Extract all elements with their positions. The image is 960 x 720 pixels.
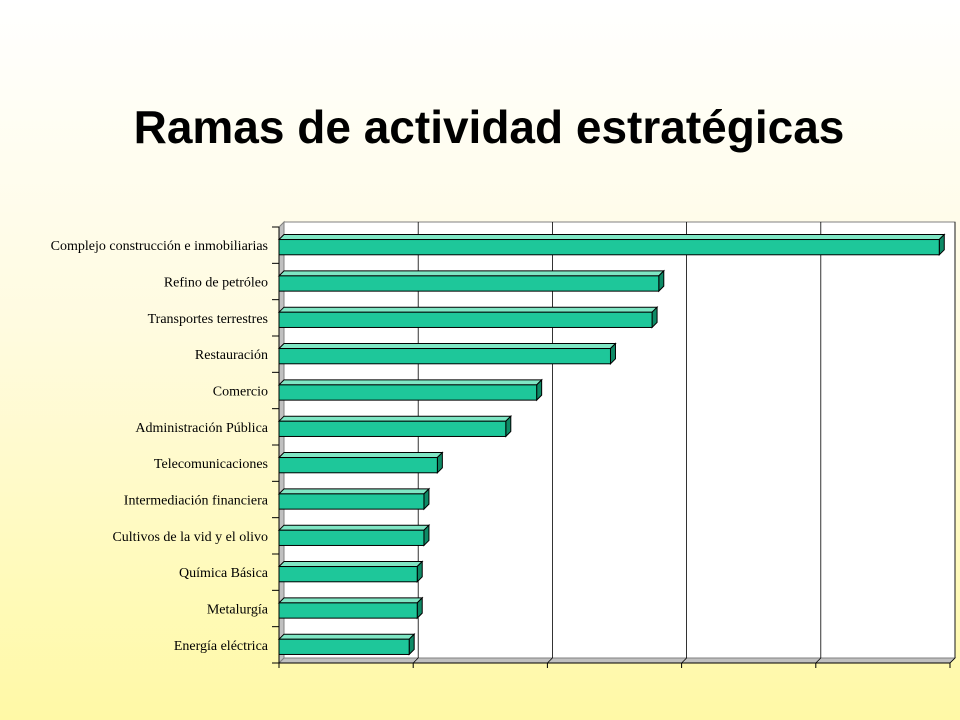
bar <box>278 457 438 474</box>
bar-top-face <box>277 633 416 640</box>
bar-top-face <box>277 343 617 350</box>
bar-top-face <box>277 597 424 604</box>
category-label: Intermediación financiera <box>124 494 269 509</box>
bar <box>278 638 410 655</box>
plot-floor <box>277 657 957 664</box>
slide-title: Ramas de actividad estratégicas <box>133 101 845 153</box>
bar <box>278 493 425 510</box>
category-label: Restauración <box>195 348 268 363</box>
bar-top-face <box>277 379 543 386</box>
category-label: Administración Pública <box>135 421 268 436</box>
bar <box>278 566 418 583</box>
bar-top-face <box>277 561 424 568</box>
gridline-floor <box>547 657 553 664</box>
bar <box>278 384 538 401</box>
bar <box>278 529 425 546</box>
gridline-floor <box>815 657 822 664</box>
category-label: Cultivos de la vid y el olivo <box>112 530 268 545</box>
category-label: Química Básica <box>179 566 269 581</box>
gridline-floor <box>949 657 956 664</box>
bar-top-face <box>277 524 431 531</box>
category-label: Refino de petróleo <box>164 276 268 291</box>
category-label: Metalurgía <box>207 603 269 618</box>
bar <box>278 311 653 328</box>
bar-top-face <box>277 306 659 313</box>
category-label: Complejo construcción e inmobiliarias <box>51 239 268 254</box>
bar-top-face <box>277 488 431 495</box>
bar <box>278 275 660 292</box>
bar-top-face <box>277 452 444 459</box>
category-label: Comercio <box>213 385 268 400</box>
bar <box>278 420 507 437</box>
category-label: Transportes terrestres <box>148 312 268 327</box>
bar-top-face <box>277 234 946 241</box>
bar <box>278 239 940 256</box>
bar <box>278 348 611 365</box>
category-label: Telecomunicaciones <box>154 457 268 472</box>
bar <box>278 602 418 619</box>
category-label: Energía eléctrica <box>174 639 269 654</box>
gridline-floor <box>412 657 419 664</box>
bar-top-face <box>277 270 665 277</box>
bar-top-face <box>277 415 513 422</box>
gridline-floor <box>681 657 687 664</box>
